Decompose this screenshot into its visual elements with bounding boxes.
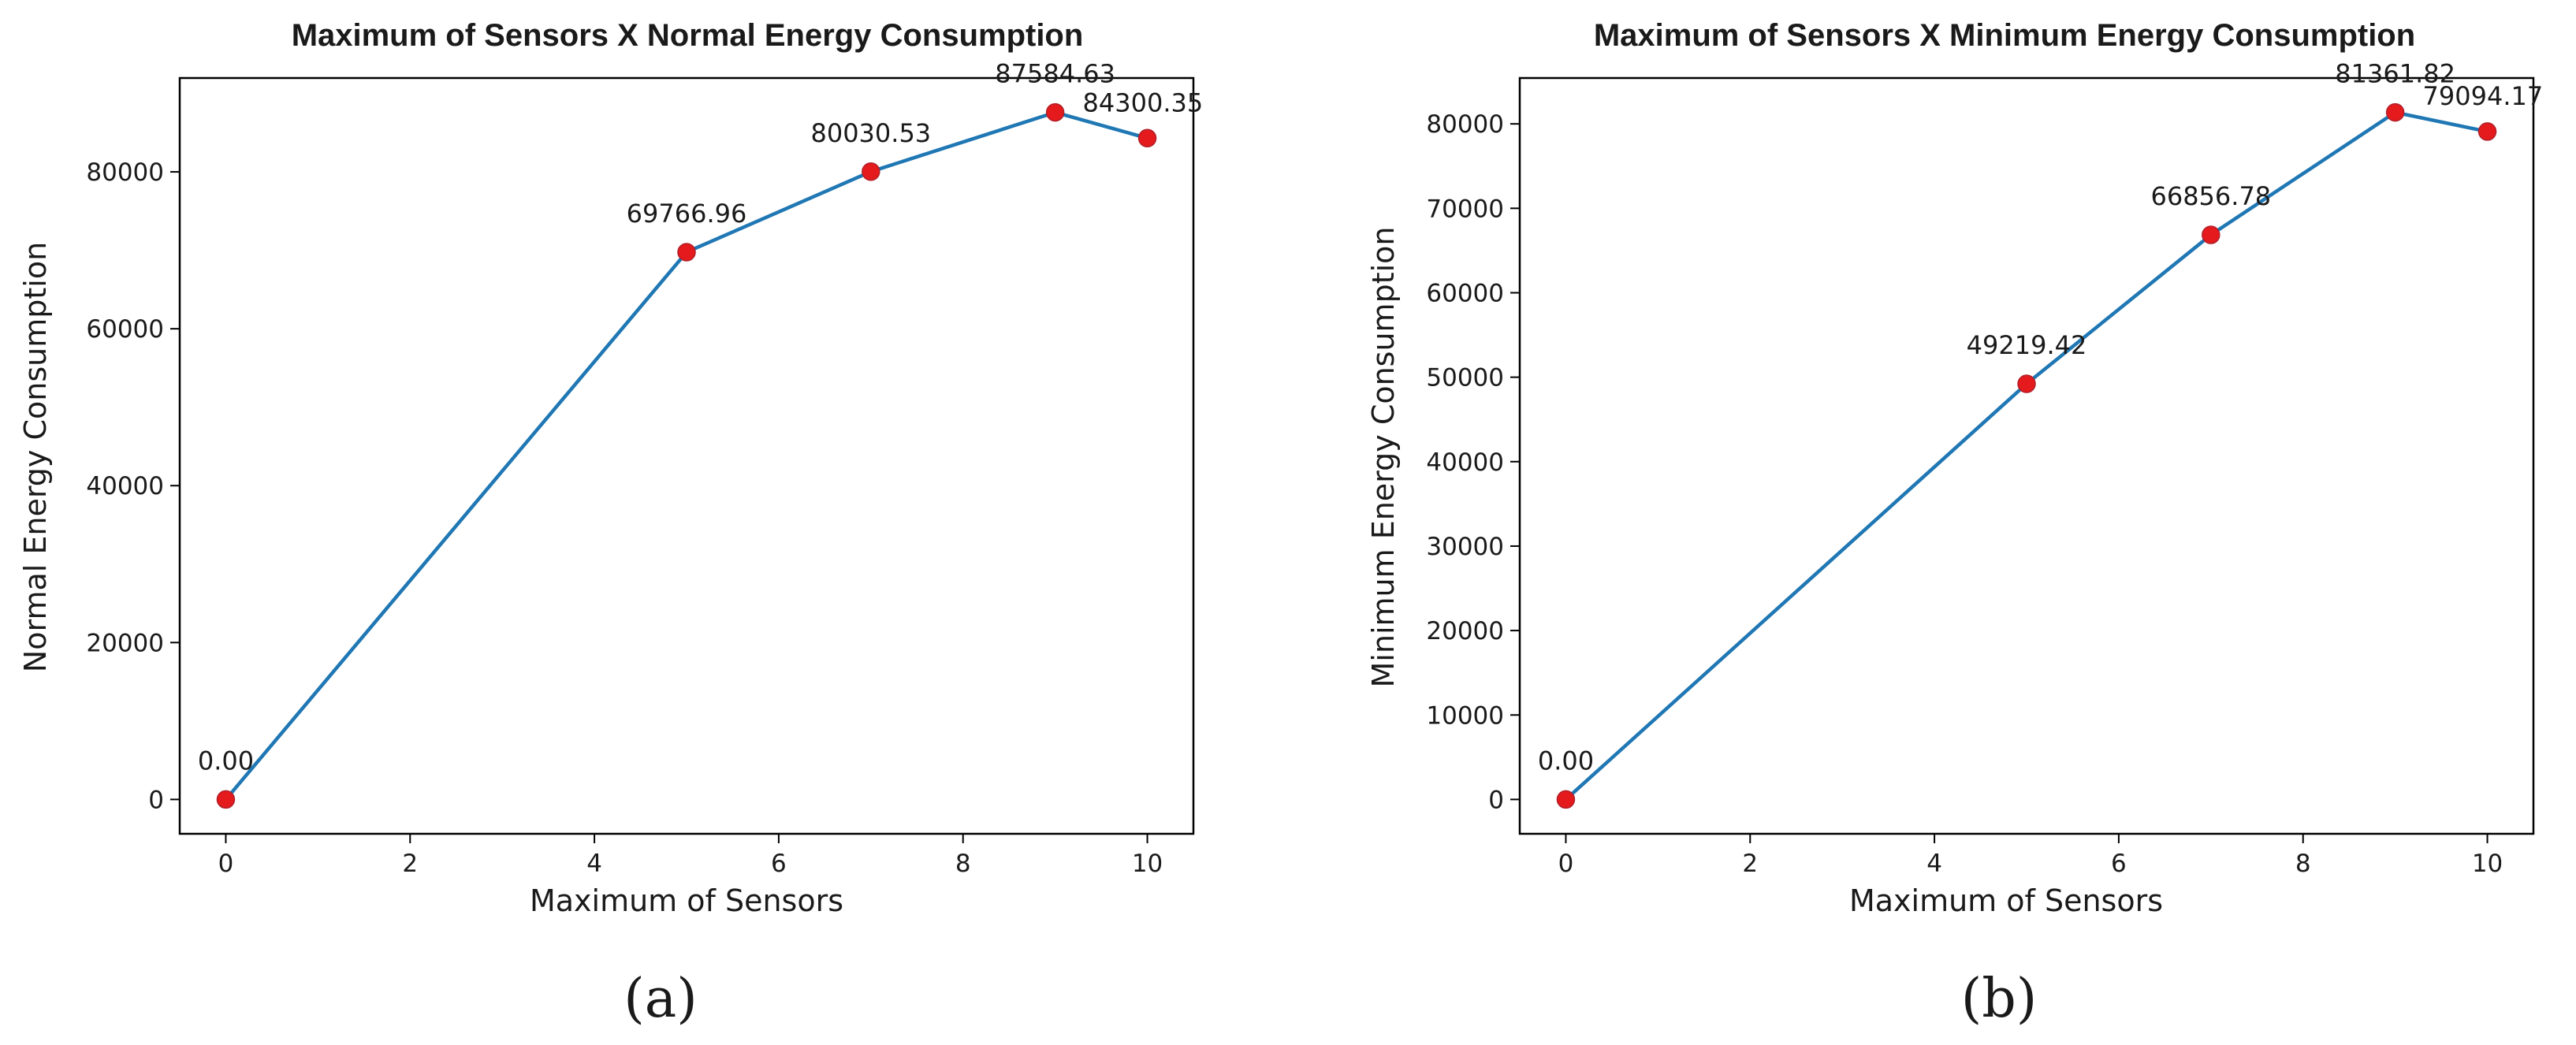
chart-a-y-tick-label-2: 40000: [86, 472, 164, 500]
chart-b-y-tick-label-0: 0: [1488, 786, 1504, 814]
chart-b-y-axis: 0 10000 20000 30000 40000 50000 60000 70000 8000…: [1426, 110, 1520, 814]
chart-a-point-2: [862, 162, 880, 181]
chart-b-y-tick-label-5: 50000: [1426, 364, 1504, 392]
chart-a-data-label-0: 0.00: [198, 746, 254, 775]
chart-a-data-label-4: 84300.35: [1083, 87, 1204, 117]
chart-b-data-label-2: 66856.78: [2150, 181, 2271, 211]
chart-b-y-tick-label-6: 60000: [1426, 279, 1504, 307]
chart-b-title: Maximum of Sensors X Minimum Energy Cons…: [1594, 18, 2415, 53]
chart-b-x-tick-label-5: 10: [2472, 850, 2503, 878]
chart-a-x-axis: 0 2 4 6 8 10: [218, 834, 1163, 878]
chart-a-y-axis-label: Normal Energy Consumption: [18, 242, 53, 672]
chart-a-point-0: [216, 790, 236, 809]
chart-b-y-axis-label: Minimum Energy Consumption: [1366, 227, 1401, 688]
chart-b-data-label-4: 79094.17: [2423, 81, 2544, 111]
chart-b-x-tick-label-0: 0: [1558, 850, 1574, 878]
chart-b-point-2: [2202, 225, 2220, 244]
chart-a-plot-frame: [178, 76, 1195, 835]
chart-a-x-tick-label-2: 4: [586, 850, 602, 878]
chart-a-x-tick-label-4: 8: [955, 850, 971, 878]
chart-a-y-tick-label-1: 20000: [86, 629, 164, 657]
chart-b-y-tick-label-2: 20000: [1426, 617, 1504, 645]
chart-a-x-tick-label-3: 6: [771, 850, 787, 878]
panel-label-b: (b): [1961, 968, 2038, 1030]
chart-b-x-axis-label: Maximum of Sensors: [1849, 883, 2163, 918]
chart-b-x-tick-label-2: 4: [1926, 850, 1942, 878]
chart-b-data-label-0: 0.00: [1538, 746, 1594, 775]
chart-a-data-label-3: 87584.63: [995, 59, 1115, 89]
chart-b-y-tick-label-7: 70000: [1426, 195, 1504, 223]
chart-a: Maximum of Sensors X Normal Energy Consu…: [18, 18, 1203, 1030]
chart-b-point-4: [2477, 122, 2497, 141]
chart-b-data-label-1: 49219.42: [1967, 330, 2087, 360]
chart-b-point-3: [2385, 102, 2405, 122]
chart-a-title: Maximum of Sensors X Normal Energy Consu…: [292, 18, 1084, 53]
chart-b-x-tick-label-4: 8: [2295, 850, 2311, 878]
chart-b-x-axis: 0 2 4 6 8 10: [1558, 834, 2503, 878]
chart-a-x-tick-label-0: 0: [218, 850, 234, 878]
chart-b-series-line: [1564, 110, 2488, 801]
chart-a-data-label-2: 80030.53: [810, 118, 931, 148]
chart-a-point-1: [677, 243, 696, 262]
chart-a-y-tick-label-3: 60000: [86, 315, 164, 344]
chart-a-point-4: [1137, 128, 1157, 148]
chart-b: Maximum of Sensors X Minimum Energy Cons…: [1366, 18, 2543, 1030]
chart-b-point-1: [2017, 374, 2036, 393]
chart-a-point-3: [1045, 102, 1065, 122]
chart-a-x-tick-label-5: 10: [1132, 850, 1163, 878]
chart-a-y-tick-label-0: 0: [148, 786, 164, 814]
chart-a-x-tick-label-1: 2: [402, 850, 418, 878]
chart-b-x-tick-label-3: 6: [2111, 850, 2127, 878]
chart-a-x-axis-label: Maximum of Sensors: [530, 883, 843, 918]
chart-b-y-tick-label-1: 10000: [1426, 701, 1504, 730]
chart-b-plot-frame: [1518, 76, 2535, 835]
chart-a-data-label-1: 69766.96: [627, 199, 747, 229]
chart-b-y-tick-label-3: 30000: [1426, 533, 1504, 561]
chart-b-data-label-3: 81361.82: [2335, 59, 2455, 89]
chart-a-y-tick-label-4: 80000: [86, 158, 164, 187]
chart-a-y-axis: 0 20000 40000 60000 80000: [86, 158, 180, 814]
chart-b-y-tick-label-8: 80000: [1426, 110, 1504, 139]
chart-b-point-0: [1556, 790, 1576, 809]
chart-b-x-tick-label-1: 2: [1742, 850, 1758, 878]
panel-label-a: (a): [624, 968, 698, 1030]
chart-b-y-tick-label-4: 40000: [1426, 448, 1504, 477]
